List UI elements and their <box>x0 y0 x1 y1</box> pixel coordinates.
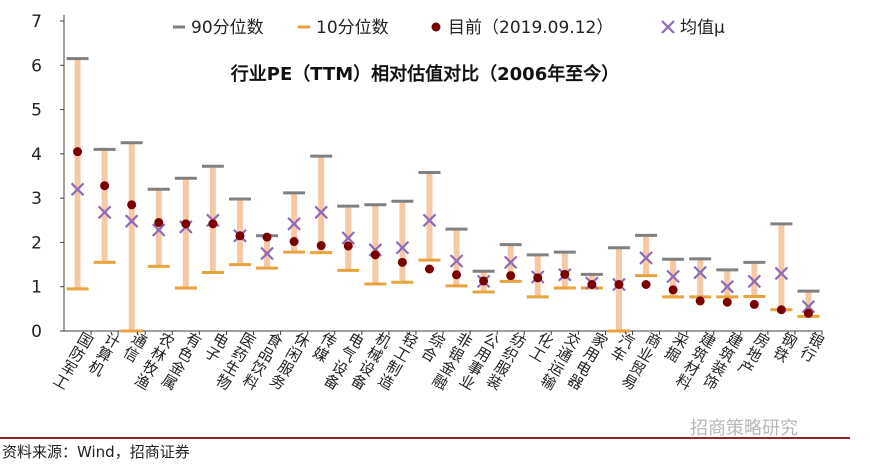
mean-marker <box>287 217 301 231</box>
range-bar <box>724 269 731 297</box>
current-marker <box>208 219 218 229</box>
y-tick-label: 2 <box>31 233 42 253</box>
current-marker <box>73 147 83 157</box>
mean-marker <box>503 255 518 270</box>
mean-marker <box>639 251 653 265</box>
range-bar <box>74 58 81 289</box>
current-marker <box>154 218 164 227</box>
range-bar <box>778 223 785 310</box>
range-bar <box>805 291 812 317</box>
range-bar <box>318 156 325 253</box>
range-bar <box>453 229 460 286</box>
current-marker <box>533 273 543 283</box>
y-tick-label: 3 <box>31 189 42 209</box>
current-marker <box>370 250 380 260</box>
current-marker <box>587 280 597 289</box>
mean-marker <box>151 223 166 237</box>
range-bar <box>697 258 704 297</box>
mean-marker <box>341 231 356 245</box>
legend-label: 均值μ <box>680 18 725 38</box>
mean-marker <box>720 279 735 294</box>
range-bar <box>615 247 622 331</box>
range-bar <box>182 178 189 289</box>
current-marker <box>127 200 137 210</box>
current-marker <box>397 257 407 267</box>
y-tick-label: 5 <box>31 101 42 121</box>
current-marker <box>343 241 353 251</box>
mean-marker <box>97 205 112 220</box>
current-marker <box>614 280 624 289</box>
range-bar <box>751 262 758 297</box>
range-bar <box>155 189 162 267</box>
y-tick-label: 6 <box>31 56 42 76</box>
mean-marker <box>774 266 789 281</box>
x-tick-label: 钢铁 <box>770 329 800 366</box>
current-marker <box>289 237 299 247</box>
mean-marker <box>747 274 762 289</box>
current-marker <box>316 241 326 251</box>
current-marker <box>560 269 570 279</box>
current-marker <box>803 308 813 318</box>
range-bar <box>372 204 379 285</box>
current-marker <box>181 219 191 229</box>
mean-marker <box>693 265 707 280</box>
range-bar <box>399 201 406 283</box>
current-marker <box>262 232 272 242</box>
mean-marker <box>422 213 437 228</box>
range-bar <box>426 172 433 261</box>
current-marker <box>722 297 732 307</box>
current-marker <box>452 270 462 280</box>
x-tick-label: 银行 <box>797 329 827 366</box>
current-marker <box>641 280 651 289</box>
legend-symbol-current <box>431 22 441 32</box>
current-marker <box>506 271 516 281</box>
legend-label: 10分位数 <box>316 18 389 38</box>
current-marker <box>424 264 434 274</box>
current-marker <box>695 296 705 306</box>
mean-marker <box>666 269 680 284</box>
y-tick-label: 7 <box>31 12 42 32</box>
current-marker <box>235 231 245 241</box>
footer-divider <box>0 437 850 439</box>
y-tick-label: 4 <box>31 145 42 165</box>
range-bar <box>101 149 108 263</box>
mean-marker <box>395 240 410 255</box>
mean-marker <box>801 299 816 314</box>
legend-symbol-mean <box>661 20 675 34</box>
range-bar <box>643 235 650 276</box>
current-marker <box>100 181 110 191</box>
source-note: 资料来源：Wind，招商证券 <box>2 443 190 461</box>
current-marker <box>776 305 786 315</box>
mean-marker <box>314 205 328 220</box>
mean-marker <box>70 182 85 197</box>
y-tick-label: 0 <box>31 322 42 342</box>
mean-marker <box>124 214 139 228</box>
x-tick-label: 国防军工 <box>50 329 96 394</box>
mean-marker <box>260 246 274 261</box>
current-marker <box>479 276 489 286</box>
watermark: 招商策略研究 <box>690 418 798 439</box>
y-tick-label: 1 <box>31 278 42 298</box>
range-bar <box>128 142 135 331</box>
legend-label: 目前（2019.09.12） <box>448 18 613 38</box>
current-marker <box>668 285 678 295</box>
current-marker <box>749 299 759 309</box>
legend-label: 90分位数 <box>191 18 264 38</box>
x-tick-label: 食品饮料 <box>240 329 286 394</box>
chart-title: 行业PE（TTM）相对估值对比（2006年至今） <box>230 63 619 85</box>
mean-marker <box>449 254 464 268</box>
